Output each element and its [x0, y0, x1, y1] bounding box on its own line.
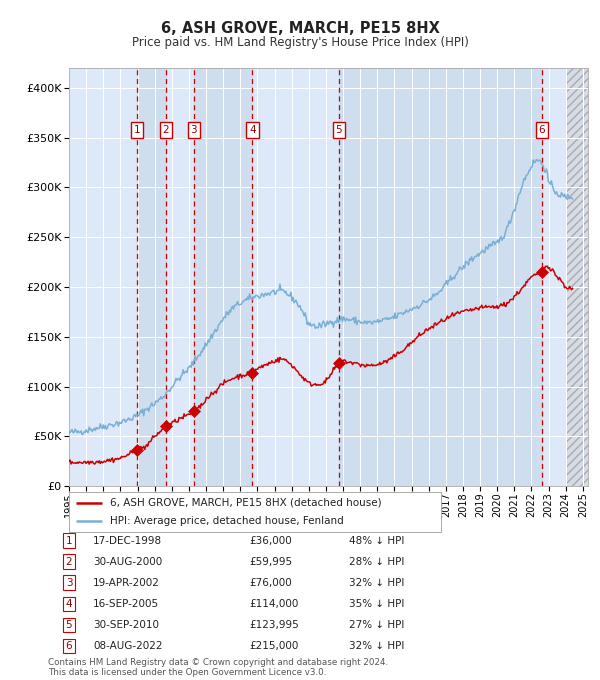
- Bar: [567, 68, 588, 486]
- Text: 5: 5: [65, 620, 73, 630]
- Text: Price paid vs. HM Land Registry's House Price Index (HPI): Price paid vs. HM Land Registry's House …: [131, 35, 469, 49]
- Text: 27% ↓ HPI: 27% ↓ HPI: [349, 620, 404, 630]
- Text: £215,000: £215,000: [249, 641, 298, 651]
- Text: 2: 2: [65, 557, 73, 566]
- Text: HPI: Average price, detached house, Fenland: HPI: Average price, detached house, Fenl…: [110, 516, 344, 526]
- Text: 6: 6: [65, 641, 73, 651]
- Text: 48% ↓ HPI: 48% ↓ HPI: [349, 536, 404, 545]
- Text: 35% ↓ HPI: 35% ↓ HPI: [349, 599, 404, 609]
- Text: 19-APR-2002: 19-APR-2002: [93, 578, 160, 588]
- Bar: [194, 68, 253, 486]
- Text: 17-DEC-1998: 17-DEC-1998: [93, 536, 162, 545]
- Text: 1: 1: [134, 124, 140, 135]
- Text: 6, ASH GROVE, MARCH, PE15 8HX (detached house): 6, ASH GROVE, MARCH, PE15 8HX (detached …: [110, 498, 382, 508]
- Text: 32% ↓ HPI: 32% ↓ HPI: [349, 578, 404, 588]
- Text: £76,000: £76,000: [249, 578, 292, 588]
- Text: 32% ↓ HPI: 32% ↓ HPI: [349, 641, 404, 651]
- Text: 6, ASH GROVE, MARCH, PE15 8HX: 6, ASH GROVE, MARCH, PE15 8HX: [161, 21, 439, 36]
- Text: 2: 2: [163, 124, 169, 135]
- Text: 5: 5: [335, 124, 342, 135]
- Text: 4: 4: [65, 599, 73, 609]
- Text: This data is licensed under the Open Government Licence v3.0.: This data is licensed under the Open Gov…: [48, 668, 326, 677]
- Text: 3: 3: [65, 578, 73, 588]
- Text: £59,995: £59,995: [249, 557, 292, 566]
- Text: 6: 6: [538, 124, 545, 135]
- Bar: [339, 68, 542, 486]
- Text: £36,000: £36,000: [249, 536, 292, 545]
- Text: Contains HM Land Registry data © Crown copyright and database right 2024.: Contains HM Land Registry data © Crown c…: [48, 658, 388, 667]
- Text: £114,000: £114,000: [249, 599, 298, 609]
- Text: 28% ↓ HPI: 28% ↓ HPI: [349, 557, 404, 566]
- Text: 4: 4: [249, 124, 256, 135]
- Text: 3: 3: [191, 124, 197, 135]
- Text: £123,995: £123,995: [249, 620, 299, 630]
- Text: 08-AUG-2022: 08-AUG-2022: [93, 641, 163, 651]
- Bar: [567, 68, 588, 486]
- Text: 16-SEP-2005: 16-SEP-2005: [93, 599, 159, 609]
- Text: 30-SEP-2010: 30-SEP-2010: [93, 620, 159, 630]
- Bar: [137, 68, 166, 486]
- Text: 30-AUG-2000: 30-AUG-2000: [93, 557, 162, 566]
- Text: 1: 1: [65, 536, 73, 545]
